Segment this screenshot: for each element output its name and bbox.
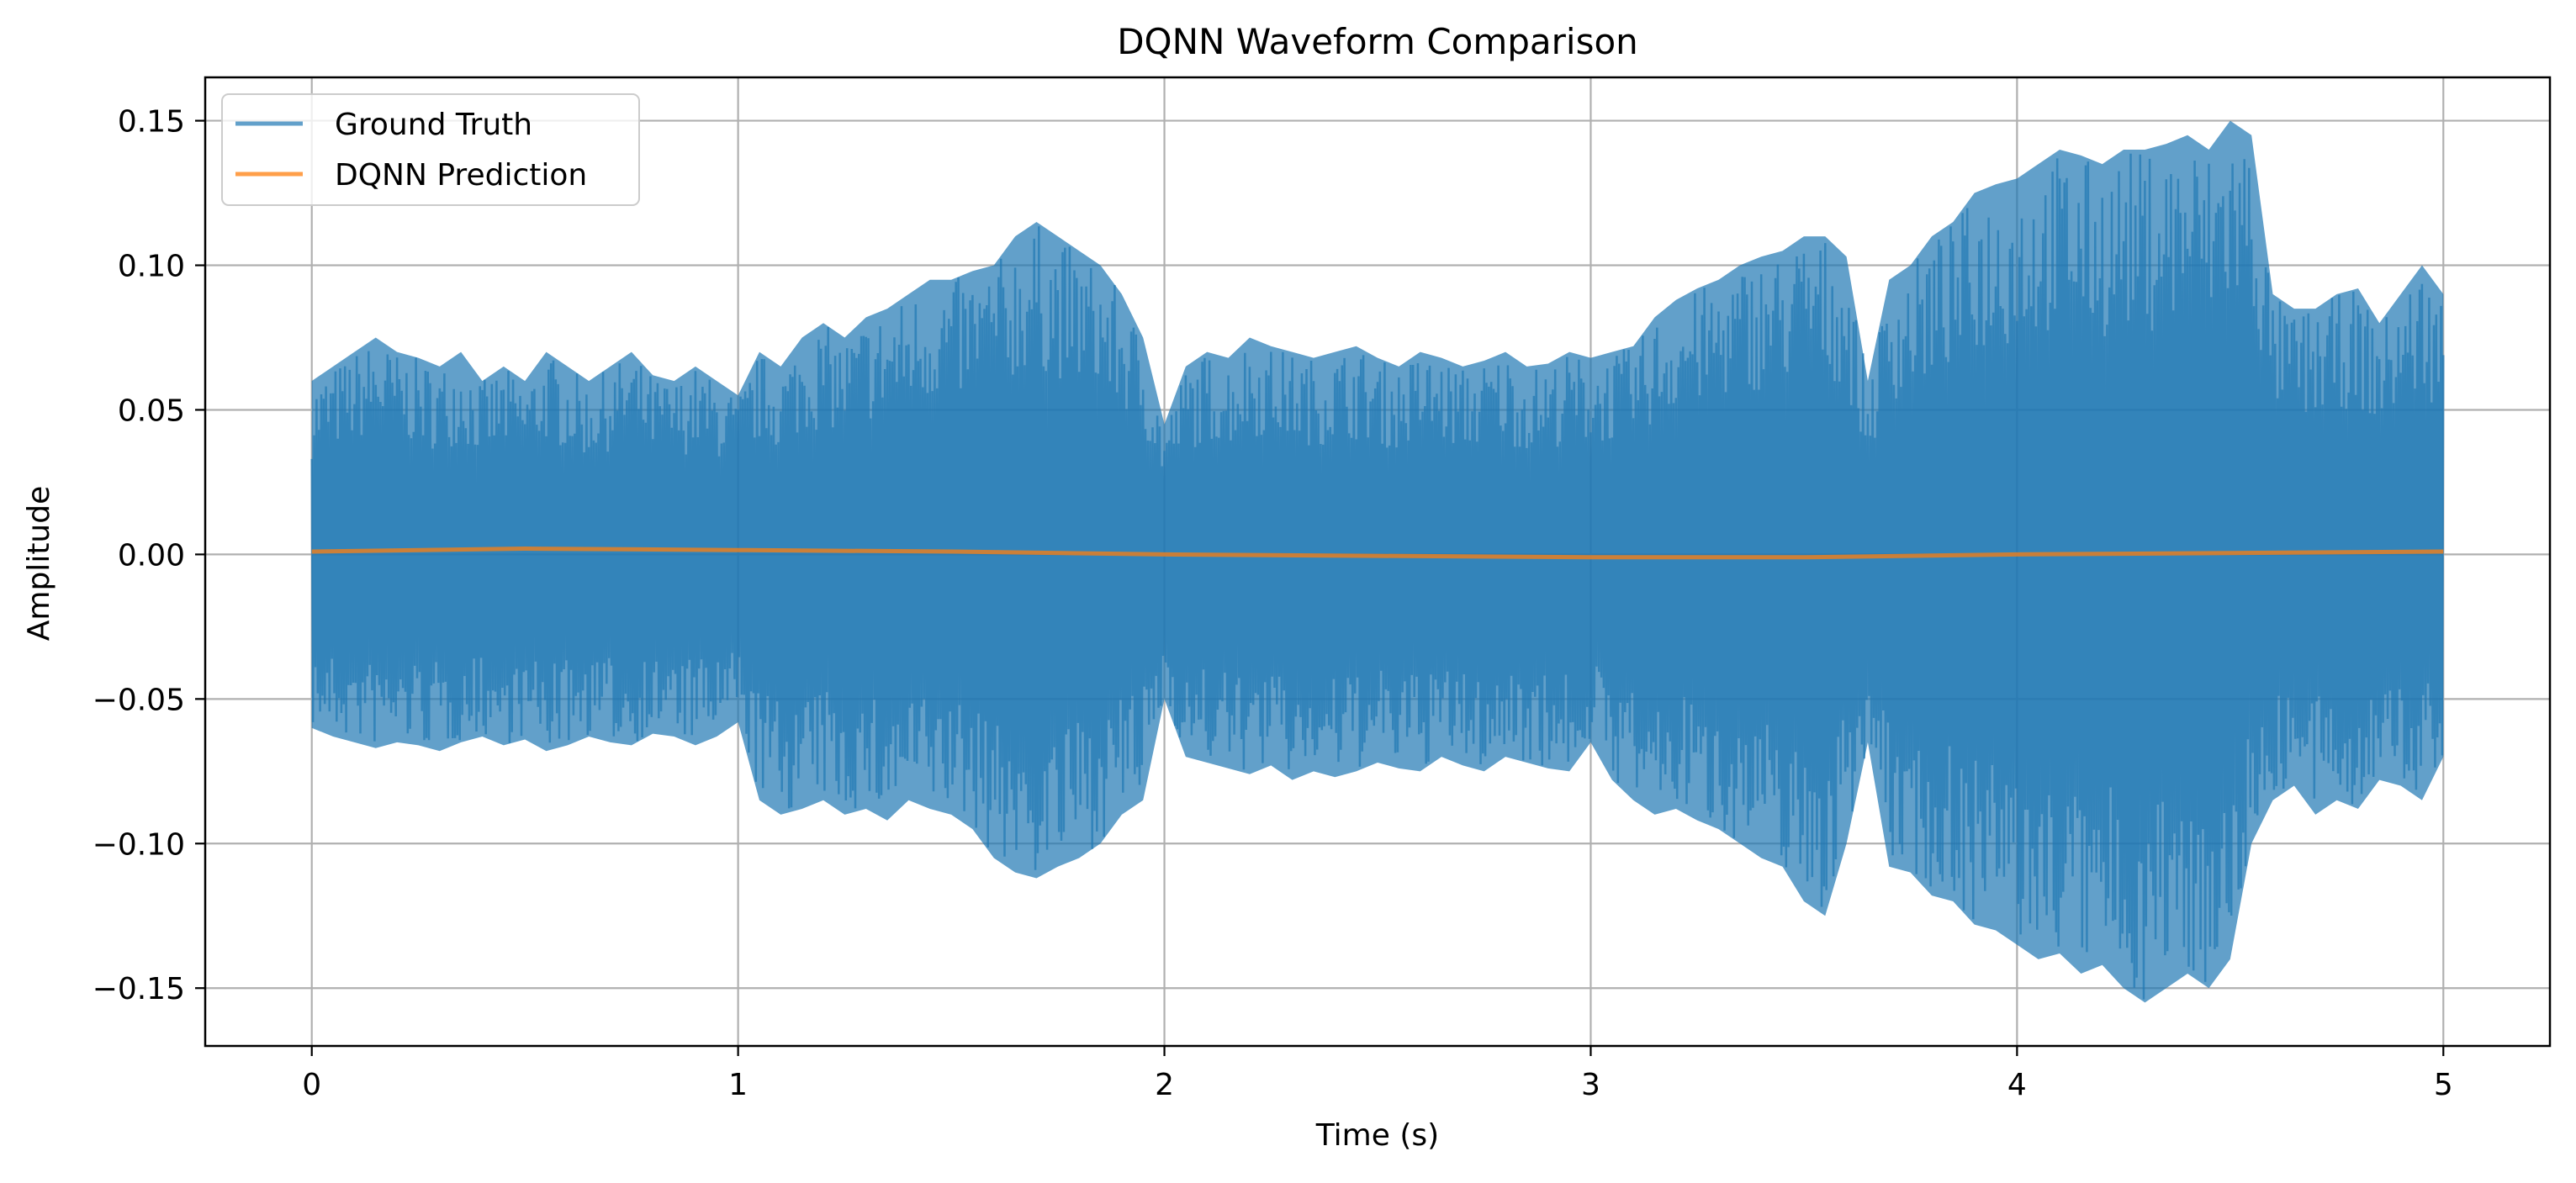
y-tick-label: 0.10 xyxy=(118,250,185,284)
x-tick-label: 4 xyxy=(2007,1068,2027,1102)
chart-title: DQNN Waveform Comparison xyxy=(1117,21,1638,62)
x-tick-label: 5 xyxy=(2434,1068,2453,1102)
legend-label-dqnn-prediction: DQNN Prediction xyxy=(335,158,587,193)
axes xyxy=(204,76,2552,1048)
dqnn-prediction-line xyxy=(311,546,2444,560)
legend: Ground Truth DQNN Prediction xyxy=(221,93,640,206)
legend-box xyxy=(221,93,640,206)
x-tick-label: 3 xyxy=(1581,1068,1600,1102)
tick-marks: 0 1 2 3 4 5 −0.15 −0.10 −0.05 0.00 0.05 0.10 0.15 xyxy=(93,105,2453,1102)
plot-data xyxy=(310,120,2445,1003)
legend-label-ground-truth: Ground Truth xyxy=(335,108,532,142)
y-axis-label: Amplitude xyxy=(22,486,56,641)
x-tick-label: 2 xyxy=(1155,1068,1174,1102)
y-tick-label: 0.15 xyxy=(118,105,185,140)
x-tick-label: 1 xyxy=(728,1068,748,1102)
y-tick-label: −0.15 xyxy=(93,972,185,1006)
y-tick-label: −0.05 xyxy=(93,683,185,717)
y-tick-label: −0.10 xyxy=(93,827,185,862)
plot-frame xyxy=(204,76,2552,1048)
x-tick-label: 0 xyxy=(302,1068,321,1102)
y-tick-label: 0.05 xyxy=(118,393,185,428)
x-axis-label: Time (s) xyxy=(1315,1118,1439,1153)
y-tick-label: 0.00 xyxy=(118,538,185,573)
ground-truth-line xyxy=(310,153,2445,1000)
